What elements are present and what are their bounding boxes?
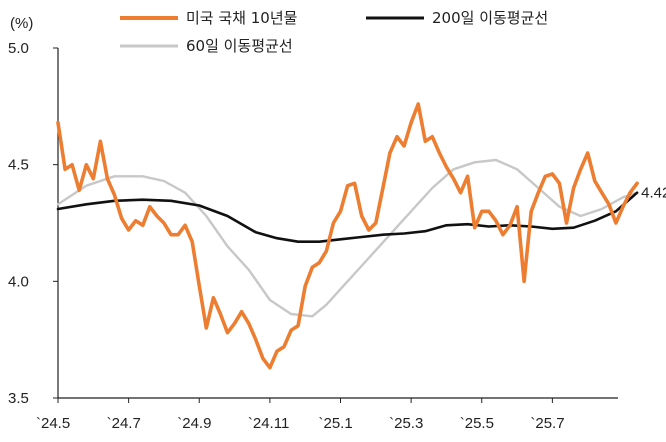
series-line-2	[56, 158, 639, 318]
y-tick-label: 5.0	[8, 40, 29, 57]
x-tick-label: `24.11	[248, 415, 289, 432]
legend-label-0: 미국 국채 10년물	[186, 9, 297, 27]
y-tick-label: 4.0	[8, 273, 29, 290]
x-tick-label: `25.5	[460, 415, 494, 432]
y-axis-unit-label: (%)	[10, 15, 33, 32]
y-tick-label: 3.5	[8, 390, 29, 407]
y-tick-label: 4.5	[8, 157, 29, 174]
x-tick-label: `24.7	[107, 415, 141, 432]
y-tick-labels: 3.5 4.0 4.5 5.0	[8, 40, 29, 407]
series-lines	[56, 102, 639, 370]
series-line-0	[56, 102, 639, 370]
legend-label-1: 200일 이동평균선	[432, 9, 548, 27]
legend-label-2: 60일 이동평균선	[186, 37, 293, 55]
axes	[53, 47, 618, 403]
x-tick-label: `25.7	[530, 415, 564, 432]
x-tick-label: `25.1	[319, 415, 353, 432]
x-tick-label: `25.3	[389, 415, 423, 432]
series-line-1	[56, 191, 639, 243]
x-tick-label: `24.5	[36, 415, 70, 432]
legend: 미국 국채 10년물 200일 이동평균선 60일 이동평균선	[120, 9, 548, 55]
x-tick-labels: `24.5 `24.7 `24.9 `24.11 `25.1 `25.3 `25.5 `25.…	[36, 415, 565, 432]
end-value-label: 4.42	[641, 185, 666, 202]
x-tick-label: `24.9	[177, 415, 211, 432]
